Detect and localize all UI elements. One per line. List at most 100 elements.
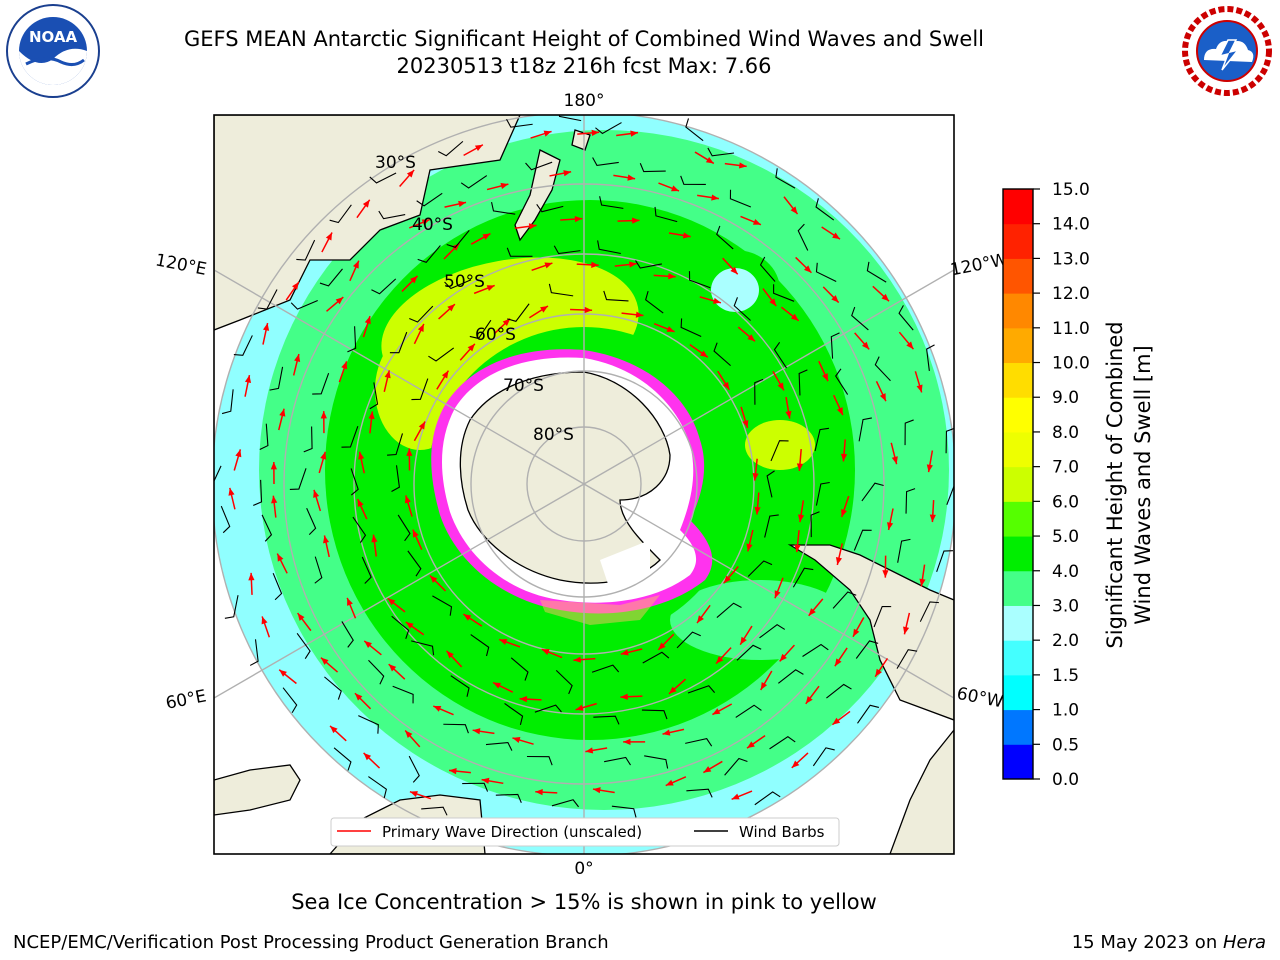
wave-arrow-head <box>752 472 759 481</box>
wave-arrow-head <box>228 487 235 496</box>
wind-barb <box>676 631 701 649</box>
colorbar-tick-label: 0.0 <box>1052 770 1079 790</box>
wave-arrow-head <box>474 144 483 152</box>
wind-barb <box>329 204 352 224</box>
wave-arrow-head <box>903 626 910 635</box>
lat-label-50s: 50°S <box>444 272 485 292</box>
wave-arrow-head <box>584 306 593 314</box>
lon-label-120w: 120°W <box>949 250 1010 281</box>
wave-arrow-head <box>543 130 552 137</box>
wind-barb <box>592 157 619 166</box>
wave-arrow-head <box>797 514 805 523</box>
colorbar-tick-label: 13.0 <box>1052 249 1090 269</box>
wave-arrow-head <box>313 489 320 498</box>
wind-barb <box>593 715 620 725</box>
wind-barb <box>866 261 887 283</box>
colorbar-segment <box>1003 431 1033 468</box>
wave-arrow-head <box>294 354 301 362</box>
wave-arrow-head <box>730 266 738 275</box>
wave-arrow-head <box>658 642 666 650</box>
wind-barb <box>680 175 706 185</box>
colorbar-segment <box>1003 744 1033 780</box>
wind-barb <box>443 723 469 734</box>
wave-arrow-head <box>916 384 923 393</box>
wave-arrow-head <box>528 223 537 230</box>
wind-barb <box>815 481 830 506</box>
wind-barb <box>797 223 809 251</box>
wave-arrow-head <box>362 199 370 208</box>
wave-arrow-head <box>591 261 599 268</box>
wind-barb <box>551 799 580 808</box>
colorbar-tick-label: 1.0 <box>1052 701 1079 721</box>
wind-barb <box>853 529 872 551</box>
wave-arrow-head <box>671 185 680 192</box>
wind-barb <box>851 306 869 331</box>
colorbar-label-line2: Wind Waves and Swell [m] <box>1131 345 1155 625</box>
wind-barb <box>289 468 307 490</box>
wave-arrow-head <box>364 640 372 648</box>
wind-barb <box>450 675 470 697</box>
map-legend: Primary Wave Direction (unscaled) Wind B… <box>330 817 840 847</box>
wave-arrow-head <box>722 381 730 390</box>
wind-barb <box>407 550 422 577</box>
colorbar-segment <box>1003 293 1033 329</box>
wave-arrow-head <box>441 370 449 379</box>
wind-barb <box>233 335 253 356</box>
wave-arrow-head <box>630 130 638 137</box>
wind-barb <box>534 704 562 713</box>
wave-arrow-head <box>747 334 756 342</box>
wind-barb <box>775 168 796 189</box>
wave-arrow-head <box>712 297 721 304</box>
wave-arrow-head <box>406 448 413 456</box>
wave-arrow-head <box>742 419 749 428</box>
wind-barb <box>897 538 911 563</box>
wind-barb <box>645 290 664 314</box>
colorbar <box>1003 189 1033 780</box>
wave-arrow-head <box>574 215 583 223</box>
wave-arrow-head <box>482 233 491 240</box>
wave-arrow-head <box>882 570 889 578</box>
legend-wave-label: Primary Wave Direction (unscaled) <box>382 823 642 841</box>
wind-barb <box>553 245 581 255</box>
wave-arrow-head <box>409 791 418 797</box>
wind-barb <box>597 240 621 255</box>
wind-barb <box>802 643 829 657</box>
wave-arrow-head <box>632 217 640 224</box>
wave-arrow-head <box>263 323 270 331</box>
wave-arrow-head <box>790 206 798 215</box>
colorbar-frame <box>1002 188 1034 780</box>
wind-barb <box>409 305 434 323</box>
wave-arrow-head <box>662 729 671 736</box>
wave-arrow-head <box>261 616 268 625</box>
nws-logo-icon <box>1180 4 1274 98</box>
wind-barb <box>220 505 231 534</box>
colorbar-tick-label: 7.0 <box>1052 458 1079 478</box>
wind-barb <box>873 605 892 628</box>
wave-arrow-head <box>323 535 330 544</box>
wind-barb <box>485 741 513 751</box>
wind-barb <box>391 465 400 492</box>
wave-arrow-head <box>891 456 898 465</box>
wind-barb <box>644 755 669 769</box>
wave-arrow-head <box>746 543 753 552</box>
wave-arrow-head <box>575 704 584 711</box>
wave-arrow-head <box>541 649 550 655</box>
wave-arrow-head <box>887 522 894 531</box>
wind-barb <box>707 147 735 157</box>
colorbar-tick-label: 1.5 <box>1052 666 1079 686</box>
wave-arrow-head <box>347 597 353 606</box>
wave-arrow-head <box>832 232 841 240</box>
wind-barb <box>296 632 311 659</box>
wind-barb <box>858 417 872 442</box>
wave-arrow-head <box>769 298 777 307</box>
sea-ice-note: Sea Ice Concentration > 15% is shown in … <box>291 890 877 914</box>
wind-barb <box>946 484 954 506</box>
wave-arrow-head <box>418 421 426 430</box>
wind-barb <box>905 488 916 514</box>
noaa-logo-icon: NOAA <box>6 4 100 98</box>
footer-host: Hera <box>1222 932 1266 953</box>
wave-arrow-head <box>244 375 252 383</box>
graticule <box>214 115 954 854</box>
colorbar-ticks: 0.0 0.5 1.0 1.5 2.0 3.0 4.0 5.0 6.0 7.0 8.0 9.0 10.0… <box>1033 180 1090 790</box>
